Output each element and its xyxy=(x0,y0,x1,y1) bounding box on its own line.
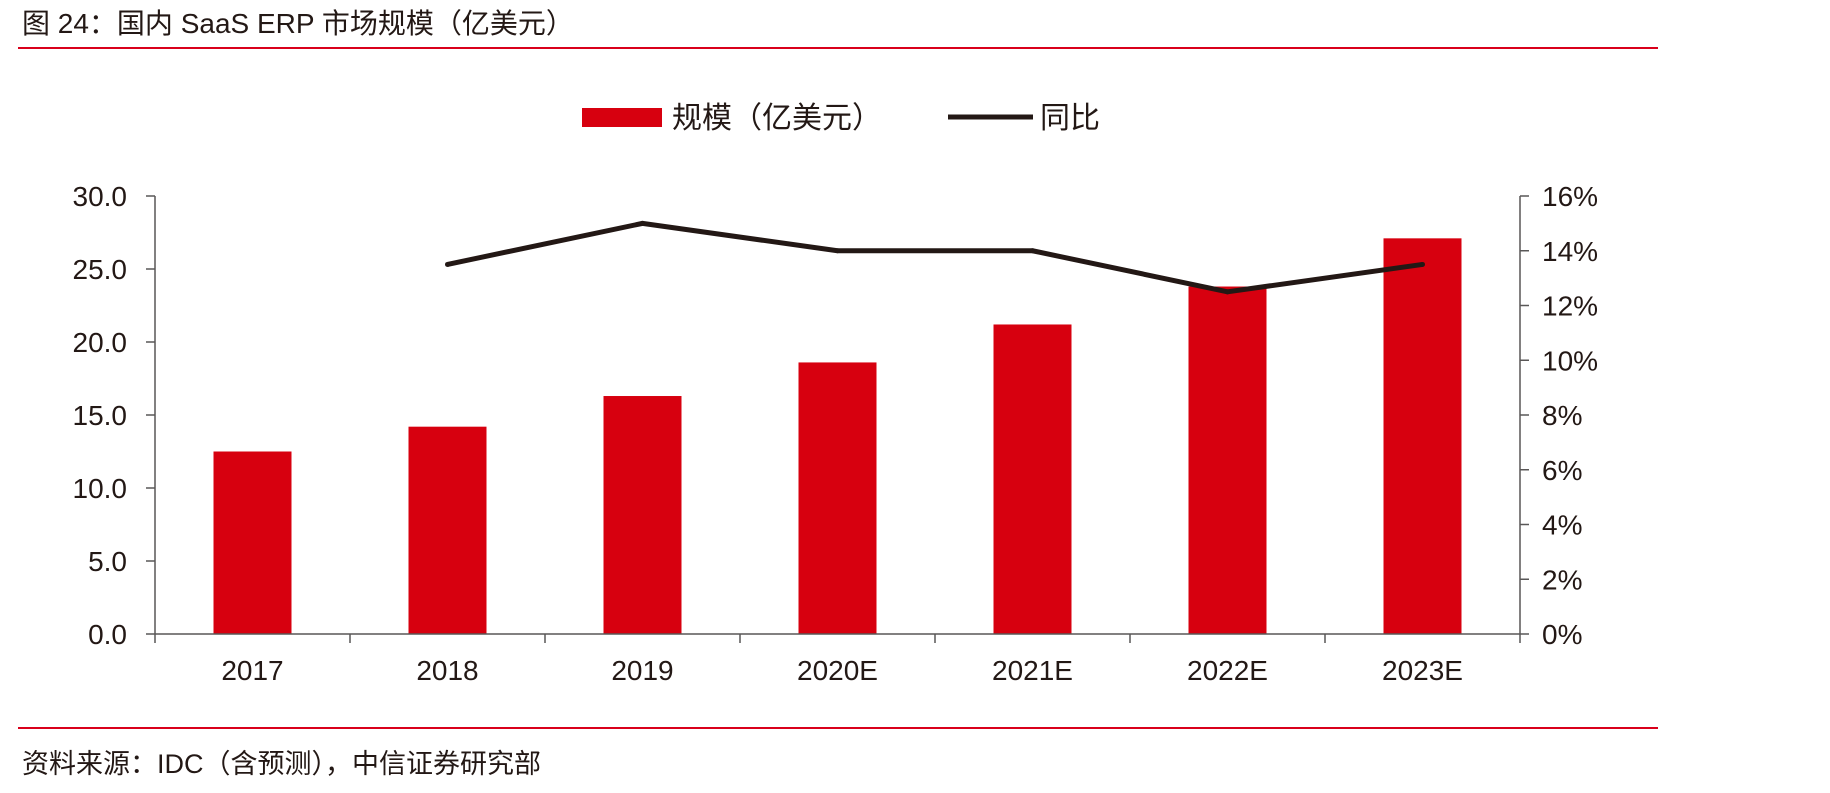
yoy-point-2019 xyxy=(640,220,645,226)
y-right-tick-label: 6% xyxy=(1542,455,1582,486)
legend-label-bar: 规模（亿美元） xyxy=(672,102,882,135)
yoy-point-2021E xyxy=(1030,248,1035,254)
y-right-tick-label: 14% xyxy=(1542,236,1598,267)
legend-label-line: 同比 xyxy=(1040,102,1100,135)
yoy-point-2018 xyxy=(445,261,450,267)
y-left-tick-label: 25.0 xyxy=(73,254,128,285)
x-tick-label: 2022E xyxy=(1187,655,1268,686)
x-tick-label: 2021E xyxy=(992,655,1073,686)
y-left-tick-label: 10.0 xyxy=(73,473,128,504)
bar-series xyxy=(213,238,1462,634)
y-left-tick-label: 30.0 xyxy=(73,181,128,212)
x-tick-label: 2020E xyxy=(797,655,878,686)
x-tick-label: 2017 xyxy=(221,655,283,686)
yoy-line xyxy=(446,220,1423,295)
y-left-tick-label: 5.0 xyxy=(88,546,127,577)
axes: 0.0 5.0 10.0 15.0 20.0 25.0 30.0 0% 2% 4% 6% 8% 10% 1… xyxy=(73,181,1599,686)
yoy-point-2023E xyxy=(1420,261,1425,267)
bar-2021E xyxy=(993,324,1072,634)
x-tick-label: 2018 xyxy=(416,655,478,686)
figure-title: 图 24：国内 SaaS ERP 市场规模（亿美元） xyxy=(22,8,574,39)
bar-2020E xyxy=(798,362,877,634)
yoy-line-series xyxy=(445,220,1425,295)
y-left-tick-label: 15.0 xyxy=(73,400,128,431)
x-tick-label: 2019 xyxy=(611,655,673,686)
y-right-tick-label: 12% xyxy=(1542,291,1598,322)
y-right-tick-label: 2% xyxy=(1542,564,1582,595)
source-note: 资料来源：IDC（含预测），中信证券研究部 xyxy=(22,749,541,779)
source-divider xyxy=(18,727,1658,729)
bar-2019 xyxy=(603,396,682,634)
legend-swatch-bar xyxy=(582,108,662,127)
y-left-tick-label: 20.0 xyxy=(73,327,128,358)
y-left-tick-label: 0.0 xyxy=(88,619,127,650)
y-right-tick-label: 16% xyxy=(1542,181,1598,212)
y-right-tick-label: 10% xyxy=(1542,345,1598,376)
bar-2022E xyxy=(1188,286,1267,634)
bar-2017 xyxy=(213,451,292,634)
title-divider xyxy=(18,47,1658,49)
x-tick-label: 2023E xyxy=(1382,655,1463,686)
y-right-tick-label: 8% xyxy=(1542,400,1582,431)
bar-2023E xyxy=(1383,238,1462,634)
bar-2018 xyxy=(408,426,487,634)
y-right-tick-label: 4% xyxy=(1542,510,1582,541)
y-right-tick-label: 0% xyxy=(1542,619,1582,650)
legend: 规模（亿美元） 同比 xyxy=(582,102,1100,135)
yoy-point-2022E xyxy=(1225,289,1230,295)
yoy-point-2020E xyxy=(835,248,840,254)
